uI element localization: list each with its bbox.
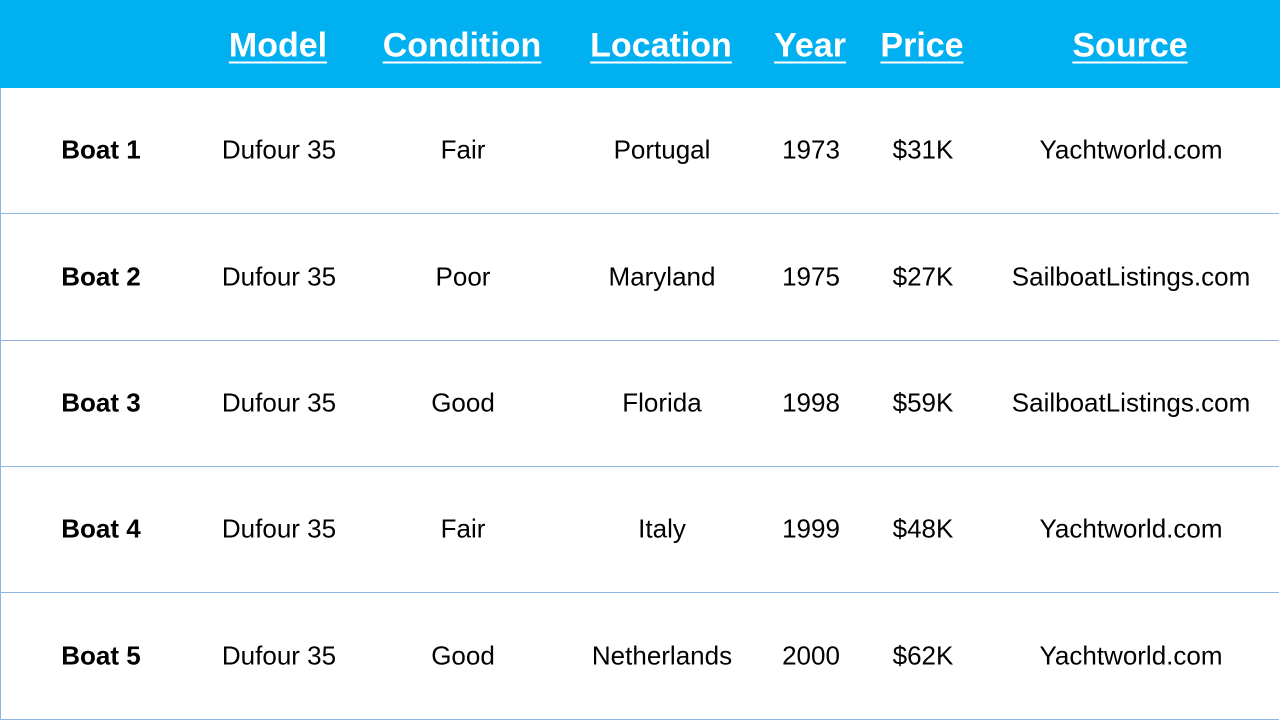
column-header: Model <box>228 26 328 65</box>
table-cell: $27K <box>892 261 954 291</box>
table-row: Boat 3 Dufour 35 Good Florida 1998 $59K Sailbo… <box>0 341 1279 467</box>
row-label: Boat 4 <box>61 513 141 544</box>
table-cell: Florida <box>622 387 702 418</box>
table-cell: Dufour 35 <box>221 261 337 291</box>
table-cell: $48K <box>892 513 954 544</box>
table-cell: Yachtworld.com <box>1039 640 1223 670</box>
column-header: Year <box>774 26 846 65</box>
row-label: Boat 5 <box>61 640 141 670</box>
table-cell: Italy <box>638 513 686 544</box>
table-cell: Portugal <box>613 134 711 165</box>
table-cell: Dufour 35 <box>221 513 337 544</box>
table-cell: Fair <box>440 134 486 165</box>
table-cell: SailboatListings.com <box>1011 387 1251 418</box>
table-cell: $59K <box>892 387 954 418</box>
table-cell: $62K <box>892 640 954 670</box>
table-row: Boat 4 Dufour 35 Fair Italy 1999 $48K Yachtwor… <box>0 467 1279 593</box>
table-cell: Dufour 35 <box>221 387 337 418</box>
table-row: Boat 5 Dufour 35 Good Netherlands 2000 $62K Ya… <box>0 593 1279 720</box>
row-label: Boat 1 <box>61 134 141 165</box>
column-header: Condition <box>382 26 542 65</box>
table-cell: 2000 <box>782 640 840 670</box>
table-cell: 1998 <box>782 387 840 418</box>
table-row: Boat 2 Dufour 35 Poor Maryland 1975 $27K Sailb… <box>0 214 1279 341</box>
table-cell: Yachtworld.com <box>1039 134 1223 165</box>
column-header: Source <box>1072 26 1188 65</box>
table-cell: SailboatListings.com <box>1011 261 1251 291</box>
column-header: Price <box>880 26 964 65</box>
table-cell: 1975 <box>782 261 840 291</box>
row-label: Boat 2 <box>61 261 141 291</box>
table-cell: 1973 <box>782 134 840 165</box>
table-cell: 1999 <box>782 513 840 544</box>
row-label: Boat 3 <box>61 387 141 418</box>
table-cell: $31K <box>892 134 954 165</box>
table-cell: Poor <box>435 261 491 291</box>
column-header: Location <box>590 26 732 65</box>
table-row: Boat 1 Dufour 35 Fair Portugal 1973 $31K Yacht… <box>0 88 1279 214</box>
table-cell: Dufour 35 <box>221 640 337 670</box>
table-cell: Netherlands <box>591 640 733 670</box>
table-cell: Dufour 35 <box>221 134 337 165</box>
table-cell: Good <box>431 640 495 670</box>
header-row: Model Condition Location Year Price Source <box>0 0 1280 88</box>
table-cell: Yachtworld.com <box>1039 513 1223 544</box>
table-cell: Good <box>431 387 495 418</box>
table-cell: Maryland <box>608 261 716 291</box>
table-cell: Fair <box>440 513 486 544</box>
